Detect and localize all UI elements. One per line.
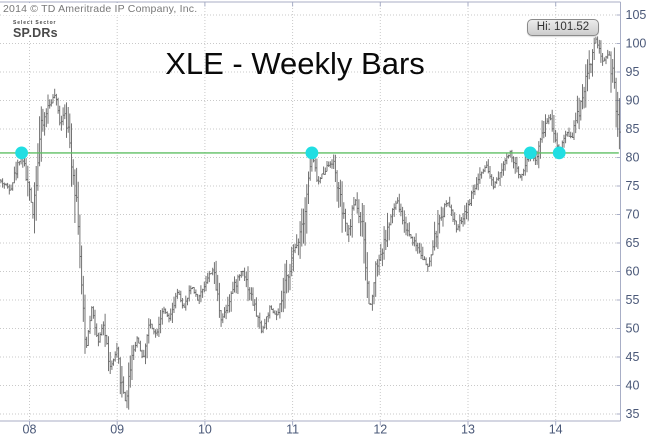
price-bars <box>0 36 621 410</box>
x-axis-label: 13 <box>461 423 475 437</box>
y-axis-label: 70 <box>626 208 640 222</box>
y-axis-label: 35 <box>626 407 640 421</box>
support-touch-marker <box>15 146 28 160</box>
y-axis-label: 60 <box>626 265 640 279</box>
hi-annotation: Hi: 101.52 <box>527 19 599 36</box>
spdr-logo: Select Sector SP.DRs <box>13 21 60 41</box>
x-axis-label: 12 <box>373 423 387 437</box>
x-axis-label: 11 <box>286 423 299 437</box>
y-axis-label: 90 <box>626 94 640 108</box>
x-axis-label: 09 <box>110 423 124 437</box>
chart-title: XLE - Weekly Bars <box>165 46 425 81</box>
y-axis-label: 45 <box>626 350 640 364</box>
y-axis-label: 75 <box>626 179 640 193</box>
y-axis-label: 65 <box>626 236 640 250</box>
support-touch-marker <box>523 146 537 160</box>
support-touch-marker <box>305 146 319 160</box>
axes <box>0 1 621 426</box>
x-axis-label: 08 <box>23 423 37 437</box>
x-axis-label: 14 <box>549 423 563 437</box>
support-touch-marker <box>552 146 566 160</box>
y-axis-label: 40 <box>626 379 640 393</box>
y-axis-label: 50 <box>626 322 640 336</box>
copyright-text: 2014 © TD Ameritrade IP Company, Inc. <box>3 3 200 15</box>
y-axis-label: 105 <box>626 8 647 22</box>
y-axis-label: 85 <box>626 122 640 136</box>
y-axis-label: 80 <box>626 151 640 165</box>
spdr-logo-top-text: Select Sector <box>13 20 57 26</box>
y-axis-label: 95 <box>626 65 640 79</box>
x-axis-label: 10 <box>198 423 212 437</box>
y-axis-label: 100 <box>626 37 647 51</box>
spdr-logo-bottom-text: SP.DRs <box>13 26 58 40</box>
y-axis-label: 55 <box>626 293 640 307</box>
